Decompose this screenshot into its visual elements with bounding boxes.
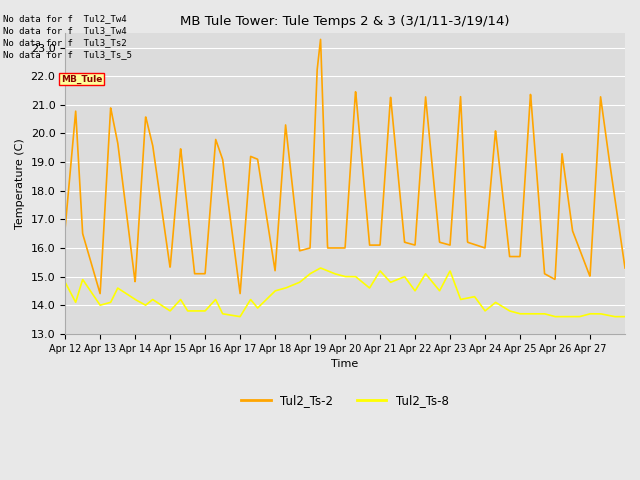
Tul2_Ts-8: [150, 298, 158, 303]
Tul2_Ts-8: [551, 314, 559, 320]
Tul2_Ts-8: [317, 265, 324, 271]
Tul2_Ts-2: [518, 231, 525, 237]
Tul2_Ts-8: [172, 301, 180, 307]
Y-axis label: Temperature (C): Temperature (C): [15, 138, 25, 229]
Tul2_Ts-8: [516, 311, 524, 316]
Text: No data for f  Tul2_Tw4
No data for f  Tul3_Tw4
No data for f  Tul3_Ts2
No data : No data for f Tul2_Tw4 No data for f Tul…: [3, 14, 132, 59]
Tul2_Ts-2: [61, 225, 69, 231]
Line: Tul2_Ts-8: Tul2_Ts-8: [65, 268, 625, 317]
Tul2_Ts-2: [278, 166, 286, 171]
Tul2_Ts-2: [621, 265, 629, 271]
Tul2_Ts-8: [621, 314, 629, 320]
Line: Tul2_Ts-2: Tul2_Ts-2: [65, 39, 625, 294]
Tul2_Ts-2: [317, 36, 324, 42]
Tul2_Ts-8: [214, 301, 221, 307]
Tul2_Ts-2: [374, 242, 381, 248]
Tul2_Ts-2: [73, 124, 81, 130]
Tul2_Ts-2: [541, 269, 548, 275]
Tul2_Ts-2: [561, 176, 569, 181]
Text: MB_Tule: MB_Tule: [61, 74, 102, 84]
Tul2_Ts-2: [96, 291, 104, 297]
Legend: Tul2_Ts-2, Tul2_Ts-8: Tul2_Ts-2, Tul2_Ts-8: [237, 390, 454, 412]
Tul2_Ts-8: [565, 314, 573, 320]
X-axis label: Time: Time: [332, 359, 358, 369]
Tul2_Ts-8: [560, 314, 568, 320]
Tul2_Ts-8: [61, 279, 69, 285]
Title: MB Tule Tower: Tule Temps 2 & 3 (3/1/11-3/19/14): MB Tule Tower: Tule Temps 2 & 3 (3/1/11-…: [180, 15, 510, 28]
